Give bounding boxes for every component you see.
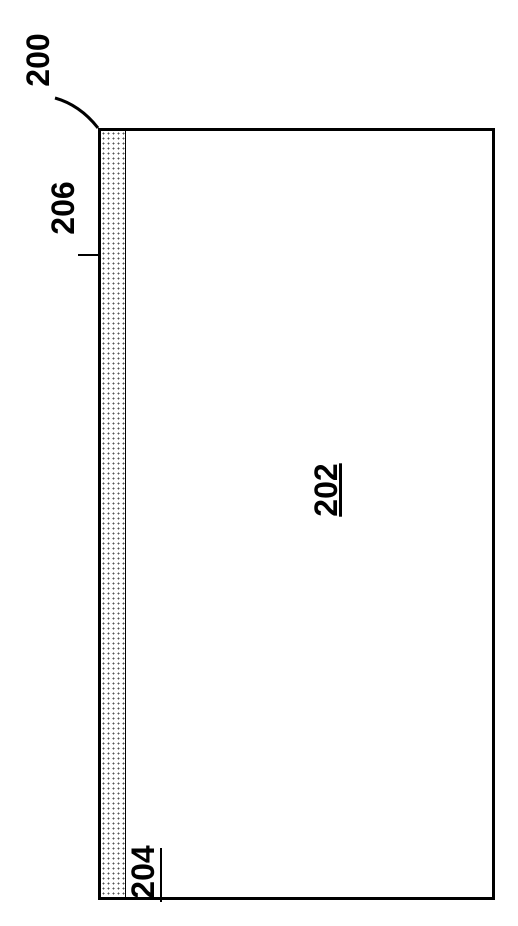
- patent-figure: 200 206 204 202: [0, 0, 518, 926]
- layer-206-leader: [78, 254, 100, 256]
- layer-204-label: 204: [125, 842, 165, 902]
- layer-204: [126, 128, 186, 900]
- layer-206: [98, 128, 128, 900]
- layer-202-label: 202: [308, 460, 348, 520]
- layer-206-label: 206: [45, 178, 85, 238]
- layer-204-leader: [160, 848, 162, 902]
